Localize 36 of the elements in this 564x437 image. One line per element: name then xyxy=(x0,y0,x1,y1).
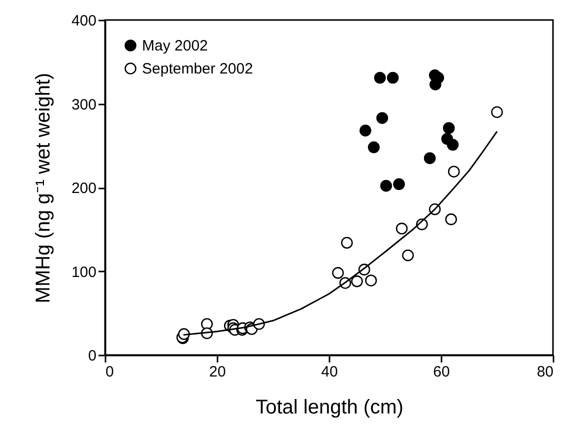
point xyxy=(368,141,380,154)
point xyxy=(351,275,363,288)
point xyxy=(442,122,455,134)
x-tick-label: 60 xyxy=(433,364,450,380)
point xyxy=(332,267,344,279)
y-tick-label: 200 xyxy=(71,180,96,197)
point xyxy=(445,213,457,226)
x-tick-label: 80 xyxy=(536,364,554,380)
x-axis-title: Total length (cm) xyxy=(256,396,404,418)
legend-label: May 2002 xyxy=(142,38,208,54)
point xyxy=(424,152,436,164)
point xyxy=(402,249,414,262)
point xyxy=(430,78,442,90)
point xyxy=(386,72,399,84)
point xyxy=(360,124,372,136)
x-tick-label: 40 xyxy=(321,364,338,380)
y-axis-title: MMHg (ng g⁻¹ wet weight) xyxy=(32,72,54,304)
point xyxy=(376,112,388,124)
y-tick-label: 400 xyxy=(71,12,96,30)
point xyxy=(446,138,459,151)
point xyxy=(201,318,213,330)
point xyxy=(491,106,503,118)
y-tick-label: 0 xyxy=(88,348,96,364)
point xyxy=(178,328,190,340)
point xyxy=(380,180,392,192)
y-tick-label: 100 xyxy=(71,264,96,281)
x-tick-label: 0 xyxy=(106,364,114,380)
point xyxy=(448,166,460,178)
point xyxy=(393,178,405,190)
point xyxy=(341,236,353,249)
x-tick-label: 20 xyxy=(209,364,226,380)
legend-label: September 2002 xyxy=(142,60,253,78)
point xyxy=(374,72,386,84)
point xyxy=(396,222,408,234)
point xyxy=(365,274,377,286)
y-tick-label: 300 xyxy=(71,96,96,114)
